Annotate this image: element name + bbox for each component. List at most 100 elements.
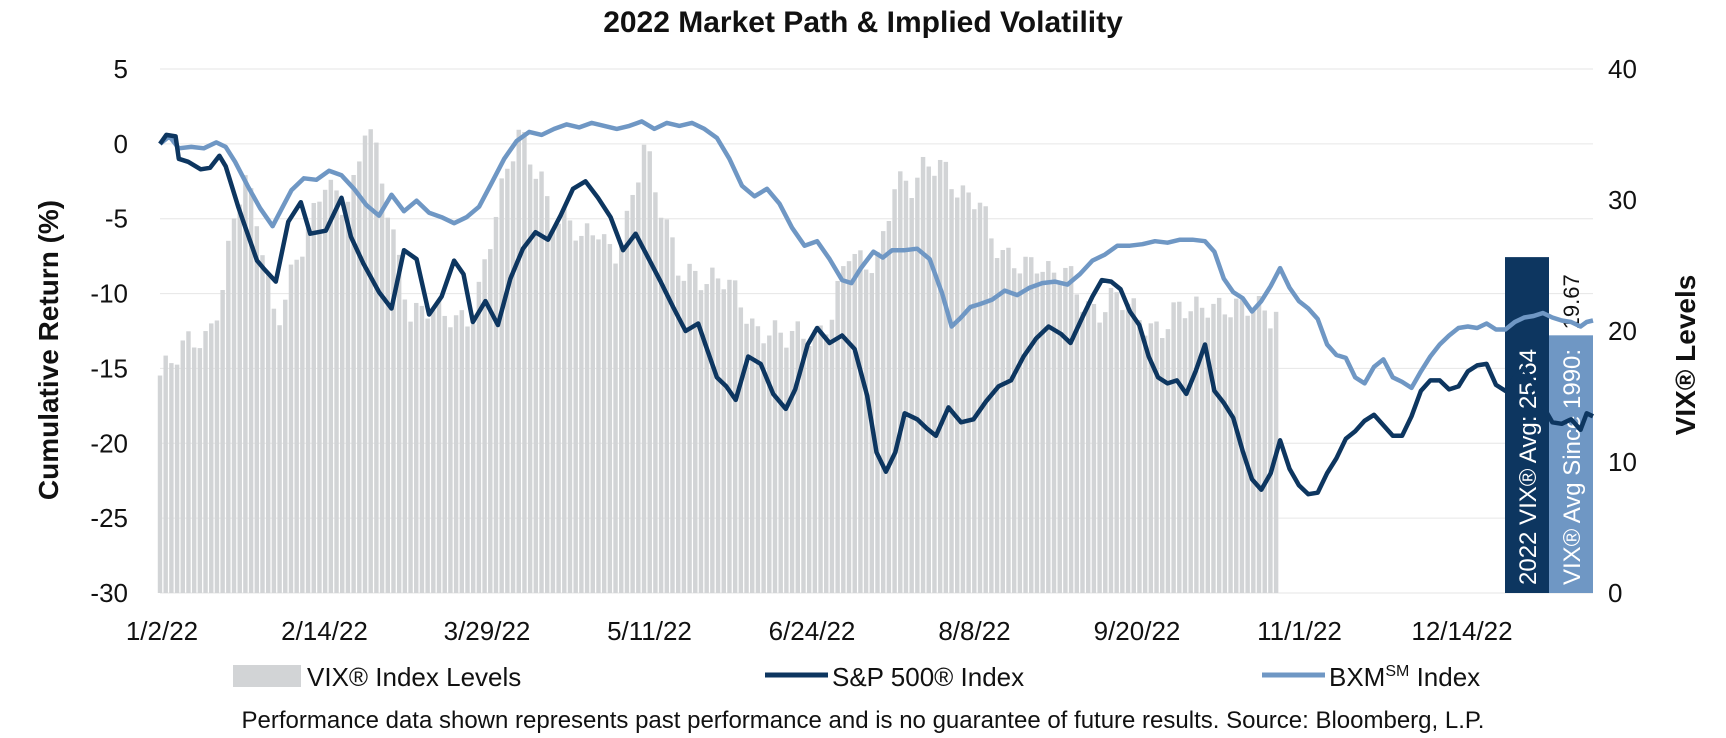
vix-bar [841, 266, 846, 593]
avg-since-1990-label: VIX® Avg Since 1990: [1559, 349, 1586, 585]
vix-bar [1228, 317, 1233, 593]
vix-bar [903, 180, 909, 593]
vix-bar [647, 151, 652, 593]
vix-bar [431, 310, 436, 593]
vix-bar [1108, 287, 1114, 593]
vix-bar [231, 218, 237, 594]
vix-bar [379, 183, 385, 593]
vix-bar [328, 179, 334, 593]
x-tick-label: 1/2/22 [126, 616, 198, 646]
vix-bar [1160, 338, 1165, 593]
vix-bar [1063, 267, 1068, 593]
vix-bar [607, 244, 613, 593]
vix-bar [374, 142, 379, 594]
bxm-line [158, 119, 1594, 391]
left-tick-label: -15 [90, 353, 128, 383]
vix-bar [1222, 314, 1228, 593]
vix-bar [340, 214, 345, 594]
vix-bar [191, 347, 197, 593]
vix-bar [522, 131, 527, 594]
vix-bar [812, 329, 818, 593]
vix-bar [214, 320, 220, 593]
x-tick-label: 2/14/22 [281, 616, 368, 646]
vix-bar [738, 307, 744, 593]
vix-bar [174, 364, 180, 593]
vix-bar [1256, 296, 1262, 593]
vix-bar [243, 175, 248, 593]
vix-bar [1182, 318, 1188, 593]
vix-bars [157, 129, 1279, 594]
vix-bar [567, 220, 573, 593]
vix-bar [1171, 302, 1176, 593]
vix-bar [1177, 301, 1182, 593]
vix-bar [801, 338, 806, 593]
vix-bar [698, 290, 704, 593]
sp500-line-group [158, 132, 1594, 497]
vix-bar [863, 269, 869, 593]
vix-bar [1245, 315, 1250, 593]
left-axis-ticks: 5 0 -5 -10 -15 -20 -25 -30 [90, 54, 128, 608]
footnote: Performance data shown represents past p… [242, 707, 1485, 734]
vix-bar [391, 229, 396, 594]
vix-bar [835, 280, 840, 593]
vix-bar [1017, 273, 1023, 593]
right-tick-label: 0 [1608, 578, 1622, 608]
vix-bar [994, 258, 1000, 593]
avg-since-1990-bar [1549, 335, 1593, 593]
vix-bar [710, 267, 715, 593]
vix-bar [573, 240, 578, 593]
vix-bar [584, 223, 590, 594]
vix-bar [1085, 301, 1091, 593]
right-tick-label: 20 [1608, 316, 1637, 346]
vix-bar [545, 196, 550, 594]
vix-bar [909, 197, 914, 593]
vix-bar [402, 299, 408, 593]
vix-bar [1216, 297, 1222, 593]
vix-bar [237, 204, 242, 593]
vix-bar [1137, 320, 1142, 593]
vix-bar [465, 326, 470, 593]
vix-bar [260, 255, 265, 593]
vix-bar [482, 259, 487, 593]
vix-bar [271, 308, 277, 593]
vix-bar [488, 249, 493, 593]
right-tick-label: 30 [1608, 185, 1637, 215]
vix-bar [414, 302, 419, 593]
vix-bar [681, 280, 687, 593]
vix-bar [1234, 298, 1239, 593]
vix-bar [613, 263, 618, 593]
vix-bar [829, 319, 835, 593]
x-tick-label: 6/24/22 [769, 616, 856, 646]
vix-bar [1046, 261, 1051, 593]
vix-bar [1148, 323, 1154, 593]
vix-bar [852, 253, 857, 593]
vix-bar [556, 223, 561, 593]
vix-bar [157, 375, 163, 593]
left-tick-label: 5 [114, 54, 128, 84]
legend-bxm-sup: SM [1385, 663, 1409, 680]
vix-bar [317, 201, 322, 593]
vix-bar [892, 189, 897, 593]
legend-bxm-main: BXM [1329, 662, 1385, 692]
vix-bar [858, 250, 863, 594]
vix-bar [641, 144, 647, 593]
vix-bar [1006, 247, 1011, 593]
vix-bar [368, 129, 373, 593]
right-axis-ticks: 40 30 20 10 0 [1608, 54, 1637, 608]
vix-bar [419, 305, 425, 593]
vix-bar [425, 318, 430, 593]
vix-bar [1029, 257, 1034, 593]
vix-bar [186, 331, 191, 593]
average-bars: 2022 VIX® Avg: 25.64 VIX® Avg Since 1990:… [1505, 257, 1593, 593]
vix-bar [778, 332, 783, 593]
left-axis-title: Cumulative Return (%) [33, 200, 64, 500]
left-tick-label: -30 [90, 578, 128, 608]
legend-sp500-label: S&P 500® Index [832, 662, 1024, 692]
vix-bar [459, 310, 465, 593]
vix-bar [619, 244, 624, 593]
left-tick-label: 0 [114, 129, 128, 159]
legend: VIX® Index Levels S&P 500® Index BXMSM I… [233, 662, 1480, 692]
vix-bar [1051, 272, 1057, 593]
chart-title: 2022 Market Path & Implied Volatility [603, 6, 1123, 39]
